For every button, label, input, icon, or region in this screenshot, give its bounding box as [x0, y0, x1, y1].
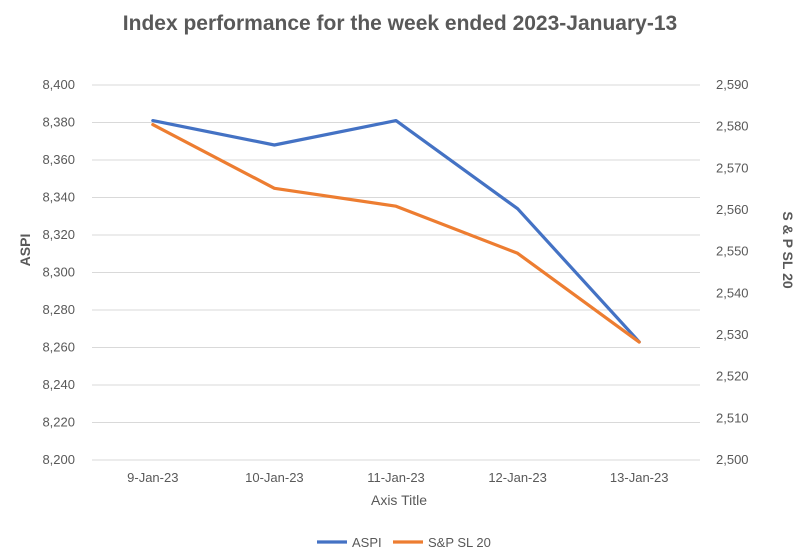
right-axis-tick-label: 2,560 [716, 202, 749, 217]
x-axis-ticks: 9-Jan-23 10-Jan-23 11-Jan-23 12-Jan-23 13-Ja… [127, 470, 668, 485]
series-line-sp-sl20 [151, 122, 641, 344]
right-axis-tick-label: 2,580 [716, 119, 749, 134]
chart-title: Index performance for the week ended 202… [123, 12, 677, 35]
left-axis-tick-label: 8,200 [42, 452, 75, 467]
left-axis-tick-label: 8,360 [42, 152, 75, 167]
right-axis-tick-label: 2,520 [716, 369, 749, 384]
left-axis-tick-label: 8,300 [42, 265, 75, 280]
right-axis-tick-label: 2,550 [716, 244, 749, 259]
x-axis-tick-label: 10-Jan-23 [245, 470, 304, 485]
right-axis-tick-label: 2,590 [716, 77, 749, 92]
left-axis-tick-label: 8,340 [42, 190, 75, 205]
legend: ASPI S&P SL 20 [317, 535, 491, 550]
left-axis-tick-label: 8,220 [42, 415, 75, 430]
legend-label: ASPI [352, 535, 382, 550]
gridlines [92, 84, 700, 461]
x-axis-tick-label: 11-Jan-23 [367, 470, 425, 485]
right-axis-tick-label: 2,530 [716, 327, 749, 342]
series-line-aspi [151, 118, 641, 344]
left-axis-tick-label: 8,380 [42, 115, 75, 130]
right-axis-tick-label: 2,540 [716, 285, 749, 300]
left-axis-tick-label: 8,280 [42, 302, 75, 317]
left-axis-tick-label: 8,320 [42, 227, 75, 242]
right-axis-tick-label: 2,500 [716, 452, 749, 467]
x-axis-tick-label: 12-Jan-23 [488, 470, 547, 485]
x-axis-tick-label: 9-Jan-23 [127, 470, 178, 485]
left-axis-tick-label: 8,260 [42, 340, 75, 355]
right-axis-ticks: 2,500 2,510 2,520 2,530 2,540 2,550 2,560 2,570… [716, 77, 749, 467]
legend-label: S&P SL 20 [428, 535, 491, 550]
left-axis-title: ASPI [17, 234, 33, 267]
left-axis-tick-label: 8,240 [42, 377, 75, 392]
x-axis-title: Axis Title [371, 492, 427, 508]
right-axis-title: S & P SL 20 [780, 211, 796, 289]
series-lines [151, 118, 641, 344]
left-axis-tick-label: 8,400 [42, 77, 75, 92]
right-axis-tick-label: 2,570 [716, 160, 749, 175]
x-axis-tick-label: 13-Jan-23 [610, 470, 669, 485]
left-axis-ticks: 8,200 8,220 8,240 8,260 8,280 8,300 8,320 8,340… [42, 77, 75, 467]
right-axis-tick-label: 2,510 [716, 410, 749, 425]
